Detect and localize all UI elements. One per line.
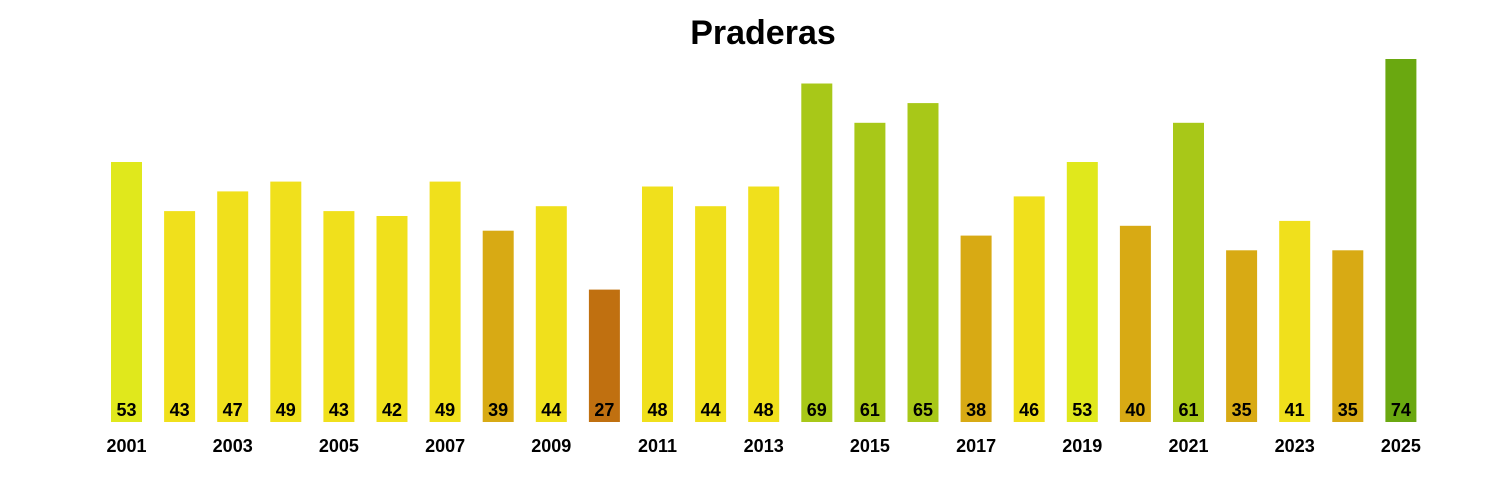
value-label-2010: 27 — [594, 400, 614, 420]
value-label-2020: 40 — [1125, 400, 1145, 420]
bar-2024 — [1332, 250, 1364, 422]
value-label-2015: 61 — [860, 400, 880, 420]
bar-2009 — [535, 206, 567, 422]
value-label-2006: 42 — [382, 400, 402, 420]
value-label-2007: 49 — [435, 400, 455, 420]
value-label-2016: 65 — [913, 400, 933, 420]
value-label-2001: 53 — [116, 400, 136, 420]
bar-2004 — [270, 181, 302, 422]
value-label-2022: 35 — [1232, 400, 1252, 420]
bar-2015 — [854, 122, 886, 423]
bar-2006 — [376, 216, 408, 422]
bar-2018 — [1013, 196, 1045, 422]
bar-2013 — [748, 186, 780, 422]
value-label-2008: 39 — [488, 400, 508, 420]
x-tick-label-2009: 2009 — [531, 436, 571, 456]
bar-2021 — [1173, 122, 1204, 423]
x-tick-label-2013: 2013 — [744, 436, 784, 456]
bar-2001 — [111, 162, 142, 422]
x-tick-label-2023: 2023 — [1275, 436, 1315, 456]
value-label-2012: 44 — [701, 400, 721, 420]
x-tick-label-2001: 2001 — [106, 436, 146, 456]
value-label-2003: 47 — [223, 400, 243, 420]
bar-2003 — [217, 191, 249, 422]
value-label-2023: 41 — [1285, 400, 1305, 420]
value-label-2011: 48 — [647, 400, 667, 420]
value-label-2025: 74 — [1391, 400, 1411, 420]
x-tick-label-2019: 2019 — [1062, 436, 1102, 456]
bar-2011 — [642, 186, 673, 422]
bar-2016 — [907, 103, 939, 422]
bar-2012 — [695, 206, 727, 422]
value-label-2018: 46 — [1019, 400, 1039, 420]
value-label-2021: 61 — [1178, 400, 1198, 420]
x-tick-label-2017: 2017 — [956, 436, 996, 456]
bar-2019 — [1066, 162, 1098, 422]
x-tick-label-2021: 2021 — [1168, 436, 1208, 456]
value-label-2024: 35 — [1338, 400, 1358, 420]
bar-2023 — [1279, 220, 1311, 422]
x-tick-label-2015: 2015 — [850, 436, 890, 456]
value-label-2004: 49 — [276, 400, 296, 420]
bar-2002 — [164, 211, 196, 422]
bars-group — [111, 59, 1417, 423]
bar-2008 — [482, 230, 514, 422]
value-label-2019: 53 — [1072, 400, 1092, 420]
bar-2022 — [1226, 250, 1258, 422]
bar-2025 — [1385, 59, 1417, 422]
value-label-2002: 43 — [170, 400, 190, 420]
value-label-2017: 38 — [966, 400, 986, 420]
x-tick-label-2003: 2003 — [213, 436, 253, 456]
value-label-2009: 44 — [541, 400, 561, 420]
value-label-2014: 69 — [807, 400, 827, 420]
value-labels-group: 53 43 47 49 43 42 49 39 44 27 48 44 48 69 61 65 38 46 53 40… — [116, 400, 1410, 420]
bar-2007 — [429, 181, 461, 422]
value-label-2005: 43 — [329, 400, 349, 420]
bar-2005 — [323, 211, 355, 422]
x-tick-label-2005: 2005 — [319, 436, 359, 456]
chart-title: Praderas — [690, 14, 836, 52]
x-tick-labels-group: 2001 2003 2005 2007 2009 2011 2013 2015 2017 2019… — [106, 436, 1420, 456]
bar-2020 — [1119, 225, 1151, 422]
bar-2010 — [588, 289, 620, 422]
x-tick-label-2025: 2025 — [1381, 436, 1421, 456]
x-tick-label-2011: 2011 — [638, 436, 677, 456]
value-label-2013: 48 — [754, 400, 774, 420]
x-tick-label-2007: 2007 — [425, 436, 465, 456]
bar-2017 — [960, 235, 992, 422]
bar-2014 — [801, 83, 833, 422]
